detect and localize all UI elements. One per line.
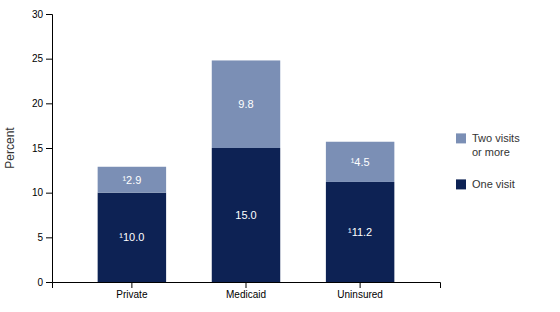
bar	[98, 167, 166, 193]
legend: Two visitsor more One visit	[456, 132, 520, 190]
tick-mark	[46, 237, 52, 238]
tick: 0	[37, 277, 52, 288]
axis-title: Percent	[3, 127, 17, 169]
tick: Uninsured	[337, 282, 383, 300]
tick-label: 25	[32, 53, 44, 64]
axis-line	[53, 283, 441, 289]
data-label: ¹10.0	[119, 231, 144, 243]
tick-mark	[46, 148, 52, 149]
x-axis: Private Medicaid Uninsured	[53, 282, 441, 300]
legend-swatch	[456, 133, 466, 143]
tick-mark	[46, 282, 52, 283]
tick-label: 30	[32, 9, 44, 20]
bar	[212, 148, 280, 282]
legend-swatch	[456, 179, 466, 189]
tick-mark	[246, 282, 247, 288]
tick-mark	[131, 282, 132, 288]
tick: Private	[116, 282, 148, 300]
tick-label: 20	[32, 98, 44, 109]
tick-mark	[46, 193, 52, 194]
legend-item: One visit	[456, 178, 515, 190]
tick-mark	[46, 59, 52, 60]
bar	[326, 142, 394, 182]
plot: ¹10.0 15.0 ¹11.2 ¹2.9 9.8 ¹4.5 0 5 10 15 20 25 30 Pri…	[3, 9, 441, 300]
legend-item: Two visitsor more	[456, 132, 520, 158]
tick-label: Private	[116, 289, 148, 300]
tick-label: 10	[32, 187, 44, 198]
data-label: ¹2.9	[122, 174, 141, 186]
tick: 5	[37, 232, 52, 243]
tick-mark	[46, 103, 52, 104]
tick-mark	[360, 282, 361, 288]
tick: 30	[32, 9, 52, 20]
legend-label: Two visitsor more	[472, 132, 520, 158]
tick: 25	[32, 53, 52, 64]
data-label: 9.8	[238, 98, 253, 110]
chart: ¹10.0 15.0 ¹11.2 ¹2.9 9.8 ¹4.5 0 5 10 15 20 25 30 Pri…	[0, 0, 560, 312]
tick-label: 0	[37, 277, 43, 288]
tick: 15	[32, 143, 52, 154]
bars	[98, 60, 395, 282]
tick: Medicaid	[226, 282, 266, 300]
legend-label: One visit	[472, 178, 515, 190]
tick: 10	[32, 187, 52, 198]
tick-label: Uninsured	[337, 289, 383, 300]
axis-line	[46, 15, 53, 283]
data-label: 15.0	[235, 209, 256, 221]
data-label: ¹4.5	[351, 156, 370, 168]
bar	[212, 60, 280, 148]
tick-mark	[46, 14, 52, 15]
bar	[326, 182, 394, 282]
tick-label: 5	[37, 232, 43, 243]
bar	[98, 193, 166, 282]
tick: 20	[32, 98, 52, 109]
tick-label: Medicaid	[226, 289, 266, 300]
data-labels: ¹10.0 15.0 ¹11.2 ¹2.9 9.8 ¹4.5	[119, 98, 372, 243]
y-axis: 0 5 10 15 20 25 30	[32, 9, 53, 288]
tick-label: 15	[32, 143, 44, 154]
data-label: ¹11.2	[348, 226, 372, 238]
